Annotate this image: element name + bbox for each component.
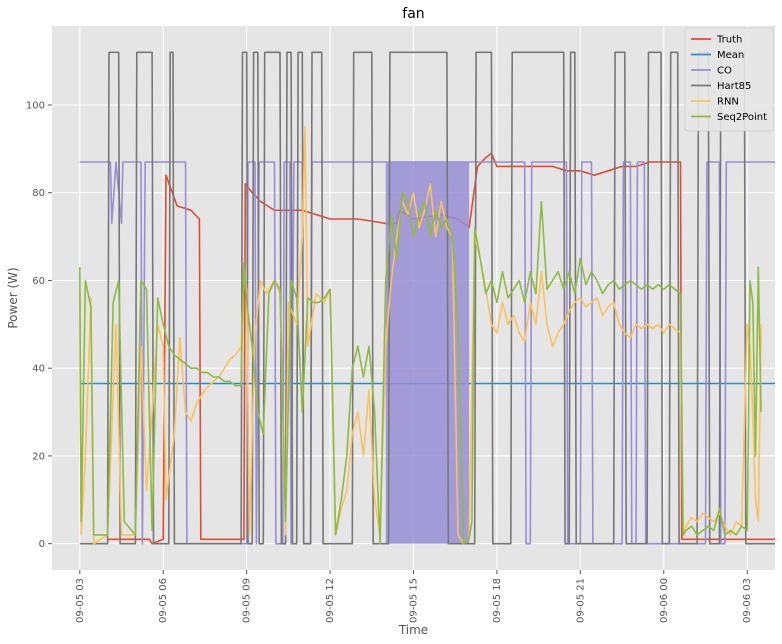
axis-ticks: 0 20 40 60 80 100 09-05 03 09-05 06 09-05 09 09-0… xyxy=(26,100,753,623)
x-tick-label-1: 09-05 06 xyxy=(158,578,169,623)
y-axis-label: Power (W) xyxy=(6,267,20,328)
x-tick-label-6: 09-05 21 xyxy=(575,578,586,623)
legend-label-mean: Mean xyxy=(717,50,744,61)
chart-title: fan xyxy=(402,6,424,22)
x-tick-label-2: 09-05 09 xyxy=(242,578,253,623)
x-tick-label-0: 09-05 03 xyxy=(75,578,86,623)
y-tick-label-0: 0 xyxy=(39,539,45,550)
y-tick-label-1: 20 xyxy=(32,451,45,462)
legend-label-rnn: RNN xyxy=(717,97,739,108)
legend-label-hart85: Hart85 xyxy=(717,81,751,92)
legend: Truth Mean CO Hart85 RNN Seq2Point xyxy=(684,27,774,132)
series-line-rnn xyxy=(79,126,762,545)
x-tick-label-5: 09-05 18 xyxy=(492,578,503,623)
y-tick-label-4: 80 xyxy=(32,188,45,199)
y-tick-label-5: 100 xyxy=(26,100,45,111)
x-tick-label-4: 09-05 15 xyxy=(409,578,420,623)
x-tick-label-7: 09-06 00 xyxy=(659,578,670,623)
series-line-seq2point xyxy=(79,191,762,545)
series-layer xyxy=(79,51,775,545)
series-line-co xyxy=(79,161,775,545)
legend-label-co: CO xyxy=(717,66,732,77)
x-tick-label-3: 09-05 12 xyxy=(325,578,336,623)
y-tick-label-2: 40 xyxy=(32,364,45,375)
legend-label-seq2point: Seq2Point xyxy=(717,112,767,123)
x-axis-label: Time xyxy=(398,623,428,637)
legend-label-truth: Truth xyxy=(716,35,742,46)
y-tick-label-3: 60 xyxy=(32,276,45,287)
series-line-hart85 xyxy=(79,51,775,545)
x-tick-label-8: 09-06 03 xyxy=(742,578,753,623)
